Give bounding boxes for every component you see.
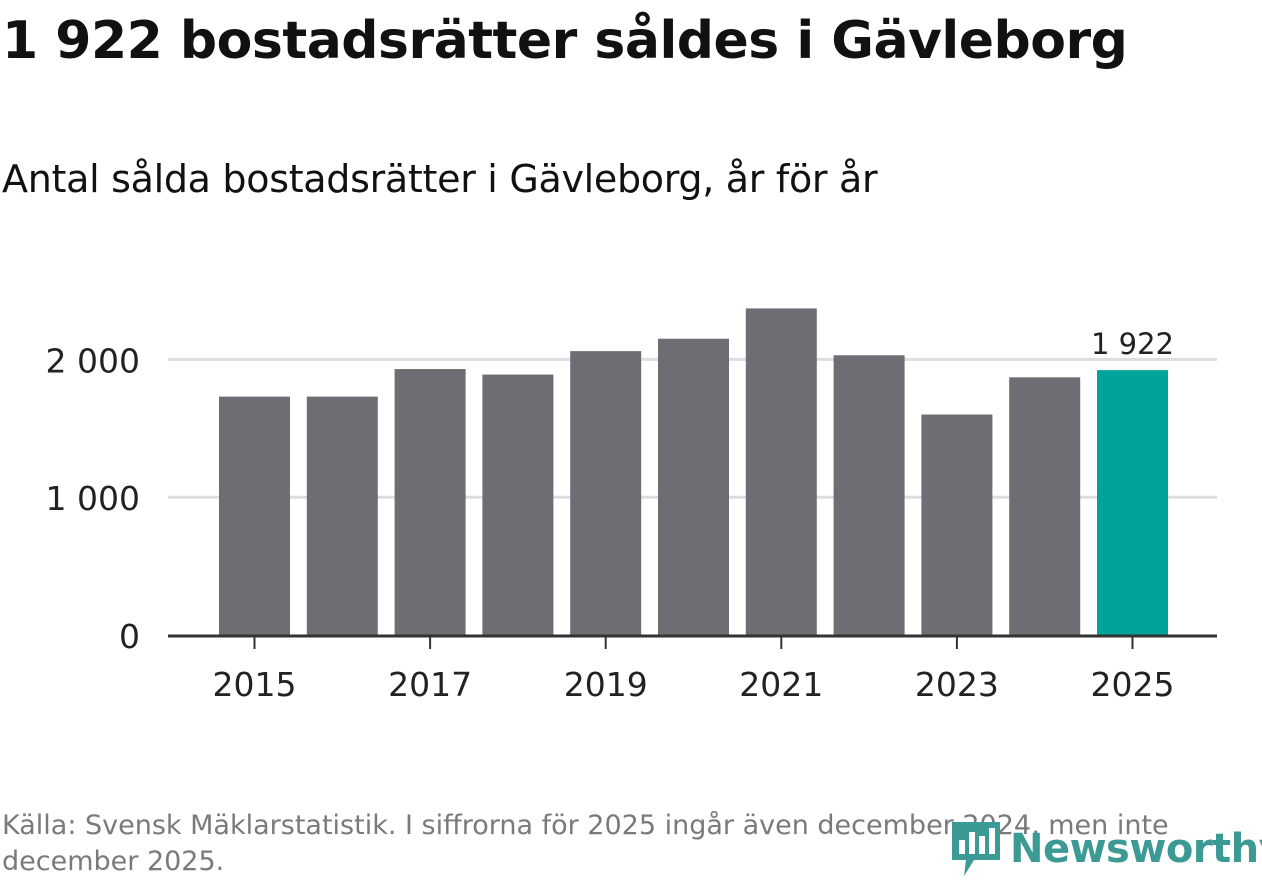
y-tick-label: 1 000 — [46, 479, 140, 518]
bar-2018 — [482, 374, 554, 635]
bar-2019 — [570, 351, 642, 635]
chart-title: 1 922 bostadsrätter såldes i Gävleborg — [2, 11, 1128, 71]
bar-2016 — [306, 396, 378, 635]
bar-2025 — [1097, 370, 1168, 635]
x-tick-label: 2019 — [564, 665, 648, 704]
bar-2020 — [658, 338, 729, 635]
x-tick-label: 2017 — [388, 665, 472, 704]
newsworthy-logo-icon — [952, 822, 1000, 876]
data-label-2025: 1 922 — [1091, 327, 1174, 361]
y-tick-label: 2 000 — [46, 341, 140, 380]
bar-2021 — [745, 308, 817, 635]
y-tick-label: 0 — [119, 617, 140, 656]
bar-2023 — [921, 414, 993, 635]
bar-2022 — [833, 355, 905, 635]
chart-subtitle: Antal sålda bostadsrätter i Gävleborg, å… — [2, 157, 878, 201]
bar-2017 — [394, 369, 466, 635]
x-tick-label: 2025 — [1091, 665, 1175, 704]
bar-2015 — [219, 396, 290, 635]
brand-name: Newsworthy — [1010, 826, 1262, 872]
bar-2024 — [1009, 377, 1081, 635]
x-tick-label: 2021 — [739, 665, 823, 704]
brand-logo: Newsworthy — [950, 818, 1262, 880]
x-tick-label: 2023 — [915, 665, 999, 704]
x-tick-label: 2015 — [213, 665, 297, 704]
